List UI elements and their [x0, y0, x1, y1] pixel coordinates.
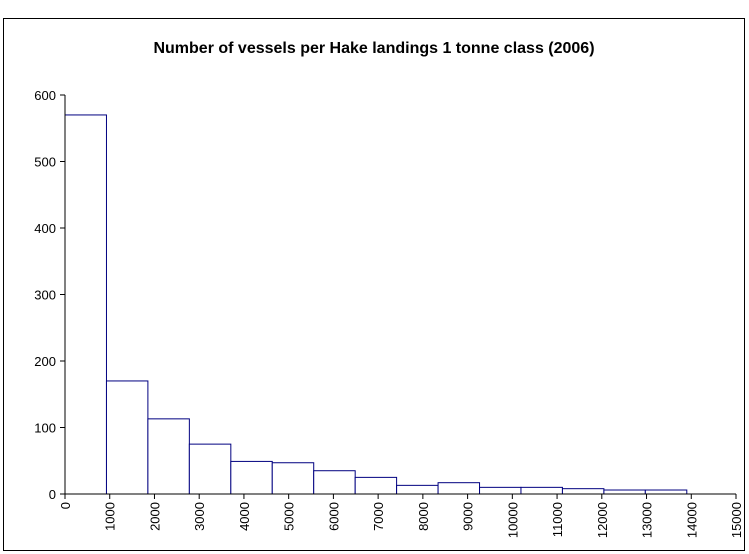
- x-tick-label: 8000: [416, 502, 431, 531]
- y-tick-label: 500: [34, 155, 56, 170]
- bar: [561, 488, 605, 495]
- x-tick-label: 9000: [461, 502, 476, 531]
- bar: [520, 486, 563, 495]
- bar: [230, 460, 273, 495]
- x-tick-label: 12000: [595, 502, 610, 538]
- chart-title: Number of vessels per Hake landings 1 to…: [153, 40, 594, 57]
- x-tick-label: 4000: [237, 502, 252, 531]
- x-tick-label: 3000: [192, 502, 207, 531]
- x-tick-label: 10000: [505, 502, 520, 538]
- y-tick-label: 100: [34, 421, 56, 436]
- bar: [603, 489, 646, 495]
- bar: [271, 462, 315, 495]
- bar: [313, 470, 356, 495]
- bar: [437, 482, 481, 495]
- y-tick-label: 600: [34, 88, 56, 103]
- x-tick-label: 13000: [640, 502, 655, 538]
- bar: [354, 476, 398, 495]
- y-tick-label: 300: [34, 288, 56, 303]
- x-tick-label: 14000: [684, 502, 699, 538]
- bar: [644, 489, 688, 495]
- bar: [64, 114, 107, 495]
- x-tick-label: 15000: [729, 502, 744, 538]
- bar: [479, 486, 522, 495]
- bar: [147, 418, 190, 495]
- x-tick-label: 1000: [103, 502, 118, 531]
- bar: [188, 443, 232, 495]
- y-tick-label: 0: [49, 487, 56, 502]
- y-tick-label: 200: [34, 354, 56, 369]
- x-tick-label: 7000: [371, 502, 386, 531]
- x-tick-label: 0: [58, 502, 73, 509]
- x-tick-label: 6000: [326, 502, 341, 531]
- x-tick-label: 5000: [282, 502, 297, 531]
- bar: [396, 484, 439, 495]
- x-tick-label: 11000: [550, 502, 565, 537]
- y-tick-label: 400: [34, 221, 56, 236]
- x-tick-label: 2000: [147, 502, 162, 531]
- bar: [105, 380, 149, 495]
